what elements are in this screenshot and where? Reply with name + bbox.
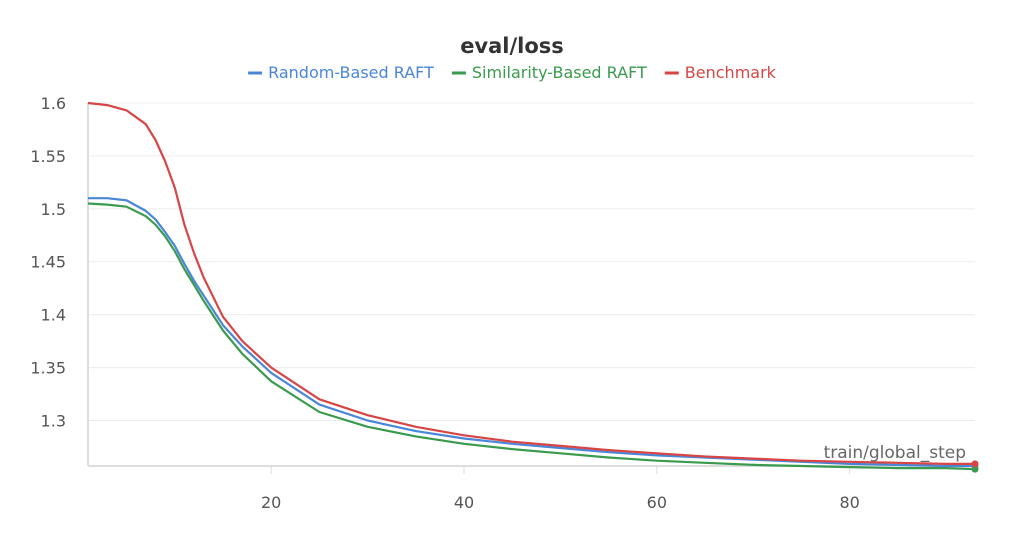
- y-axis: 1.3 1.35 1.4 1.45 1.5 1.55 1.6: [30, 94, 89, 466]
- y-tick-label: 1.3: [41, 411, 66, 430]
- x-tick-label: 40: [454, 493, 474, 512]
- chart-title: eval/loss: [460, 34, 564, 58]
- y-gridlines: [88, 102, 975, 421]
- x-axis: 20 40 60 80: [88, 465, 975, 512]
- series-end-point-benchmark: [971, 460, 979, 468]
- legend-label: Benchmark: [685, 63, 777, 82]
- legend-label: Similarity-Based RAFT: [472, 63, 647, 82]
- y-tick-label: 1.45: [30, 253, 66, 272]
- legend-item-benchmark: Benchmark: [664, 63, 777, 82]
- plot-area: [87, 101, 979, 473]
- y-tick-label: 1.5: [41, 200, 66, 219]
- y-tick-label: 1.4: [41, 306, 66, 325]
- legend-label: Random-Based RAFT: [268, 63, 434, 82]
- series-line-random-based-raft: [88, 197, 975, 468]
- legend-item-similarity-based-raft: Similarity-Based RAFT: [451, 63, 647, 82]
- x-tick-label: 80: [839, 493, 859, 512]
- x-tick-label: 20: [261, 493, 281, 512]
- y-tick-label: 1.55: [30, 147, 66, 166]
- x-tick-label: 60: [647, 493, 667, 512]
- y-tick-label: 1.35: [30, 359, 66, 378]
- series-line-benchmark: [87, 101, 975, 465]
- series-end-point-similarity-based-raft: [971, 465, 979, 473]
- series-line-similarity-based-raft: [87, 202, 976, 471]
- chart-legend: Random-Based RAFT Similarity-Based RAFT Be…: [248, 63, 777, 82]
- legend-item-random-based-raft: Random-Based RAFT: [248, 63, 434, 82]
- y-tick-label: 1.6: [41, 94, 66, 113]
- x-axis-label: train/global_step: [824, 443, 966, 463]
